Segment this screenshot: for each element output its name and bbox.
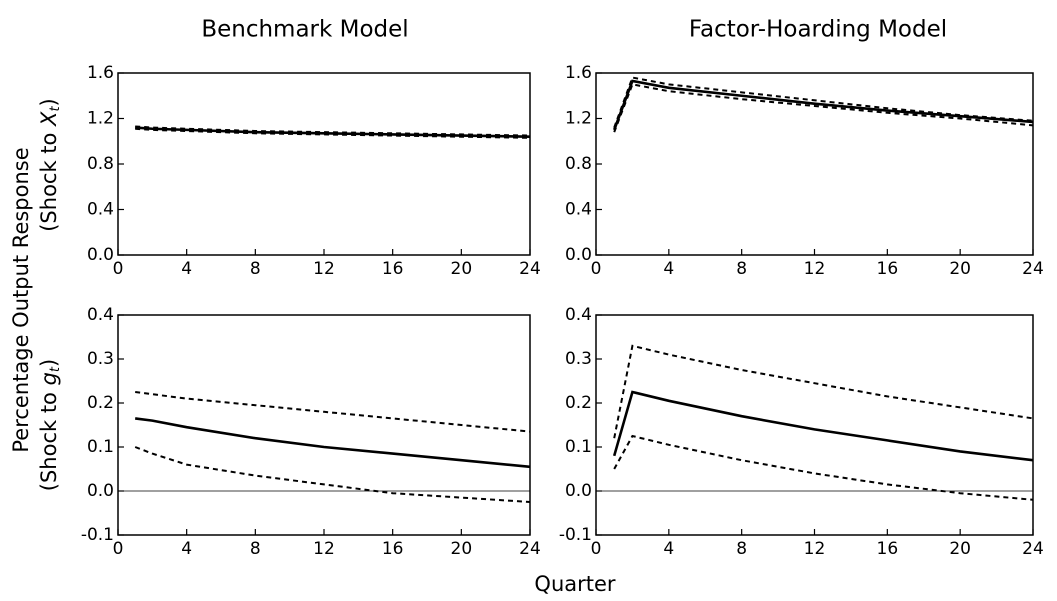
y-tick-label: 0.4	[565, 305, 592, 325]
row-label-text: (Shock to	[37, 385, 61, 491]
row-label-var: g	[37, 372, 61, 385]
x-tick-label: 8	[736, 539, 747, 559]
x-tick-label: 16	[382, 539, 404, 559]
y-tick-label: 1.6	[87, 63, 114, 83]
x-tick-label: 8	[736, 259, 747, 279]
response-line	[135, 126, 531, 138]
row-label-text: )	[37, 359, 61, 367]
y-tick-label: 0.3	[565, 349, 592, 369]
x-tick-label: 12	[804, 259, 826, 279]
row-label-text: (Shock to	[37, 126, 61, 232]
x-tick-label: 12	[804, 539, 826, 559]
y-tick-label: 0.0	[87, 245, 114, 265]
x-tick-label: 24	[1022, 539, 1044, 559]
row-label-text: )	[37, 98, 61, 106]
band-line	[135, 391, 531, 433]
x-tick-label: 12	[313, 539, 335, 559]
x-tick-label: 20	[949, 259, 971, 279]
y-tick-label: 0.2	[87, 393, 114, 413]
y-tick-label: 0.8	[565, 154, 592, 174]
x-axis-label: Quarter	[534, 572, 615, 596]
y-tick-label: 0.4	[565, 200, 592, 220]
y-tick-label: 0.4	[87, 305, 114, 325]
band-line	[134, 446, 531, 503]
column-title: Benchmark Model	[201, 17, 408, 43]
y-tick-label: 0.8	[87, 154, 114, 174]
x-tick-label: 12	[313, 259, 335, 279]
row-label-var: X	[37, 111, 61, 127]
x-tick-label: 4	[663, 259, 674, 279]
x-tick-label: 4	[181, 539, 192, 559]
x-tick-label: 8	[250, 539, 261, 559]
band-line	[613, 434, 1034, 501]
x-tick-label: 4	[181, 259, 192, 279]
x-tick-label: 20	[949, 539, 971, 559]
x-tick-label: 16	[877, 259, 899, 279]
x-tick-label: 8	[250, 259, 261, 279]
band-line	[613, 344, 1034, 439]
y-tick-label: 1.2	[565, 109, 592, 129]
y-tick-label: 0.0	[565, 481, 592, 501]
x-tick-label: 16	[877, 539, 899, 559]
column-title: Factor-Hoarding Model	[689, 17, 947, 43]
x-tick-label: 24	[519, 259, 541, 279]
y-tick-label: 0.3	[87, 349, 114, 369]
x-tick-label: 0	[113, 259, 124, 279]
row-label: (Shock to gt)	[37, 359, 63, 491]
y-axis-label: Percentage Output Response	[9, 147, 33, 452]
response-line	[612, 390, 1034, 462]
y-tick-label: 1.6	[565, 63, 592, 83]
response-line	[135, 417, 531, 469]
x-tick-label: 16	[382, 259, 404, 279]
y-tick-label: 0.2	[565, 393, 592, 413]
band-line	[613, 76, 1034, 128]
y-tick-label: -0.1	[81, 525, 114, 545]
y-tick-label: 0.0	[87, 481, 114, 501]
y-tick-label: 0.4	[87, 200, 114, 220]
plot-frame	[595, 314, 1034, 536]
x-tick-label: 0	[113, 539, 124, 559]
band-line	[135, 127, 531, 139]
x-tick-label: 20	[451, 539, 473, 559]
x-tick-label: 24	[519, 539, 541, 559]
band-line	[135, 125, 531, 137]
y-tick-label: 0.1	[87, 437, 114, 457]
x-tick-label: 20	[451, 259, 473, 279]
row-label-sub: t	[48, 366, 63, 372]
x-tick-label: 24	[1022, 259, 1044, 279]
plot-frame	[117, 72, 531, 256]
row-label: (Shock to Xt)	[37, 98, 63, 232]
y-tick-label: 1.2	[87, 109, 114, 129]
x-tick-label: 0	[591, 259, 602, 279]
y-tick-label: -0.1	[559, 525, 592, 545]
x-tick-label: 4	[663, 539, 674, 559]
y-tick-label: 0.0	[565, 245, 592, 265]
row-label-sub: t	[48, 106, 63, 112]
band-line	[613, 83, 1034, 133]
y-tick-label: 0.1	[565, 437, 592, 457]
response-line	[612, 79, 1034, 131]
x-tick-label: 0	[591, 539, 602, 559]
